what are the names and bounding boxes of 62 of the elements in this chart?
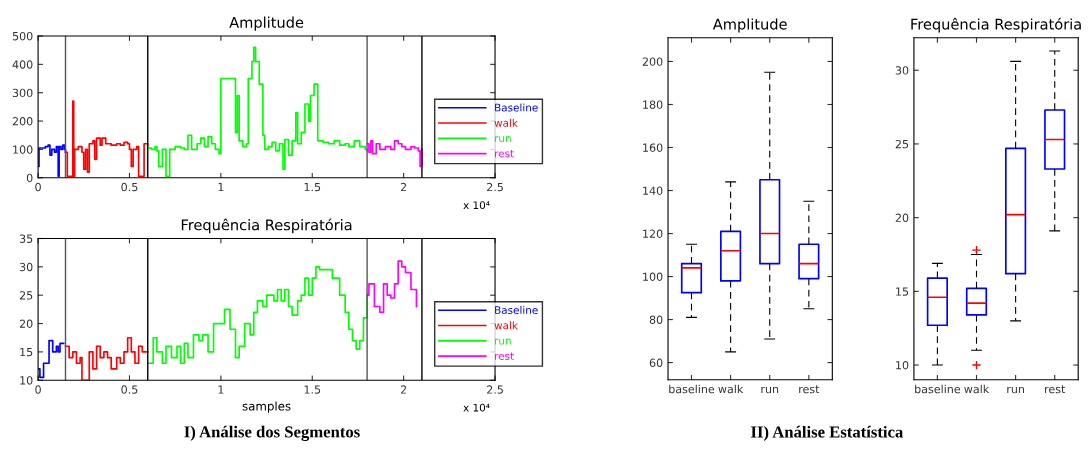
- x-tick-label: 2.5: [487, 385, 503, 394]
- chart-title: Frequência Respiratória: [911, 17, 1081, 33]
- x-tick-label: 0: [35, 182, 41, 192]
- x-tick-label: 1.5: [304, 385, 321, 394]
- x-tick-label: 1: [218, 182, 224, 192]
- y-tick-label: 25: [895, 139, 909, 149]
- text: I) Análise dos Segmentos: [184, 425, 360, 441]
- x-tick-label: 2.5: [487, 182, 503, 192]
- y-tick-label: 300: [12, 88, 33, 98]
- text: II) Análise Estatística: [751, 425, 904, 441]
- y-tick-label: 60: [649, 358, 663, 367]
- y-tick-label: 15: [20, 348, 33, 357]
- x-tick-label: 2: [400, 385, 407, 394]
- text: walk: [494, 321, 518, 330]
- legend-label: run: [495, 338, 511, 345]
- y-tick-label: 25: [19, 291, 33, 300]
- x-tick-label: 2: [400, 182, 407, 192]
- y-tick-label: 10: [20, 376, 33, 385]
- y-tick-label: 30: [19, 262, 33, 272]
- y-tick-label: 400: [12, 60, 33, 69]
- y-tick-label: 200: [642, 57, 663, 66]
- x-tick-label: baseline: [669, 384, 715, 394]
- text: x 10⁴: [463, 403, 490, 412]
- y-tick-label: 160: [643, 143, 663, 152]
- x-tick-label: 1: [218, 385, 224, 394]
- y-tick-label: 15: [896, 287, 909, 296]
- x-tick-label: walk: [964, 384, 990, 394]
- y-tick-label: 100: [643, 272, 663, 281]
- y-tick-label: 30: [895, 66, 909, 75]
- chart-title: Amplitude: [229, 16, 304, 31]
- x-tick-label: 0.5: [121, 385, 138, 394]
- x-axis-title: samples: [242, 401, 291, 413]
- y-tick-label: 20: [19, 319, 33, 328]
- chart-title: Frequência Respiratória: [181, 218, 352, 234]
- x-tick-label: 0.5: [121, 182, 138, 192]
- y-tick-label: 80: [649, 315, 663, 324]
- text: x 10⁴: [463, 201, 490, 210]
- y-tick-label: 10: [896, 361, 909, 370]
- text: rest: [495, 149, 514, 158]
- x-tick-label: 1.5: [304, 182, 321, 192]
- x-tick-label: baseline: [915, 384, 961, 394]
- y-tick-label: 140: [643, 186, 663, 195]
- y-tick-label: 0: [26, 173, 33, 183]
- y-tick-label: 180: [643, 100, 663, 109]
- x-tick-label: run: [761, 386, 779, 394]
- legend-label: Baseline: [495, 103, 538, 112]
- legend-label: run: [495, 136, 511, 143]
- x-tick-label: run: [1007, 386, 1025, 394]
- y-tick-label: 20: [895, 213, 909, 223]
- y-tick-label: 35: [19, 234, 33, 243]
- x-tick-label: 0: [35, 385, 41, 394]
- y-tick-label: 200: [12, 117, 33, 126]
- y-tick-label: 120: [643, 229, 663, 238]
- x-tick-label: rest: [1045, 385, 1066, 394]
- y-tick-label: 500: [12, 31, 33, 41]
- legend-label: Baseline: [495, 305, 538, 315]
- x-tick-label: walk: [718, 384, 744, 394]
- text: walk: [494, 118, 518, 127]
- chart-title: Amplitude: [712, 18, 787, 33]
- x-tick-label: rest: [799, 385, 820, 394]
- y-tick-label: 100: [13, 145, 33, 154]
- text: rest: [495, 352, 514, 360]
